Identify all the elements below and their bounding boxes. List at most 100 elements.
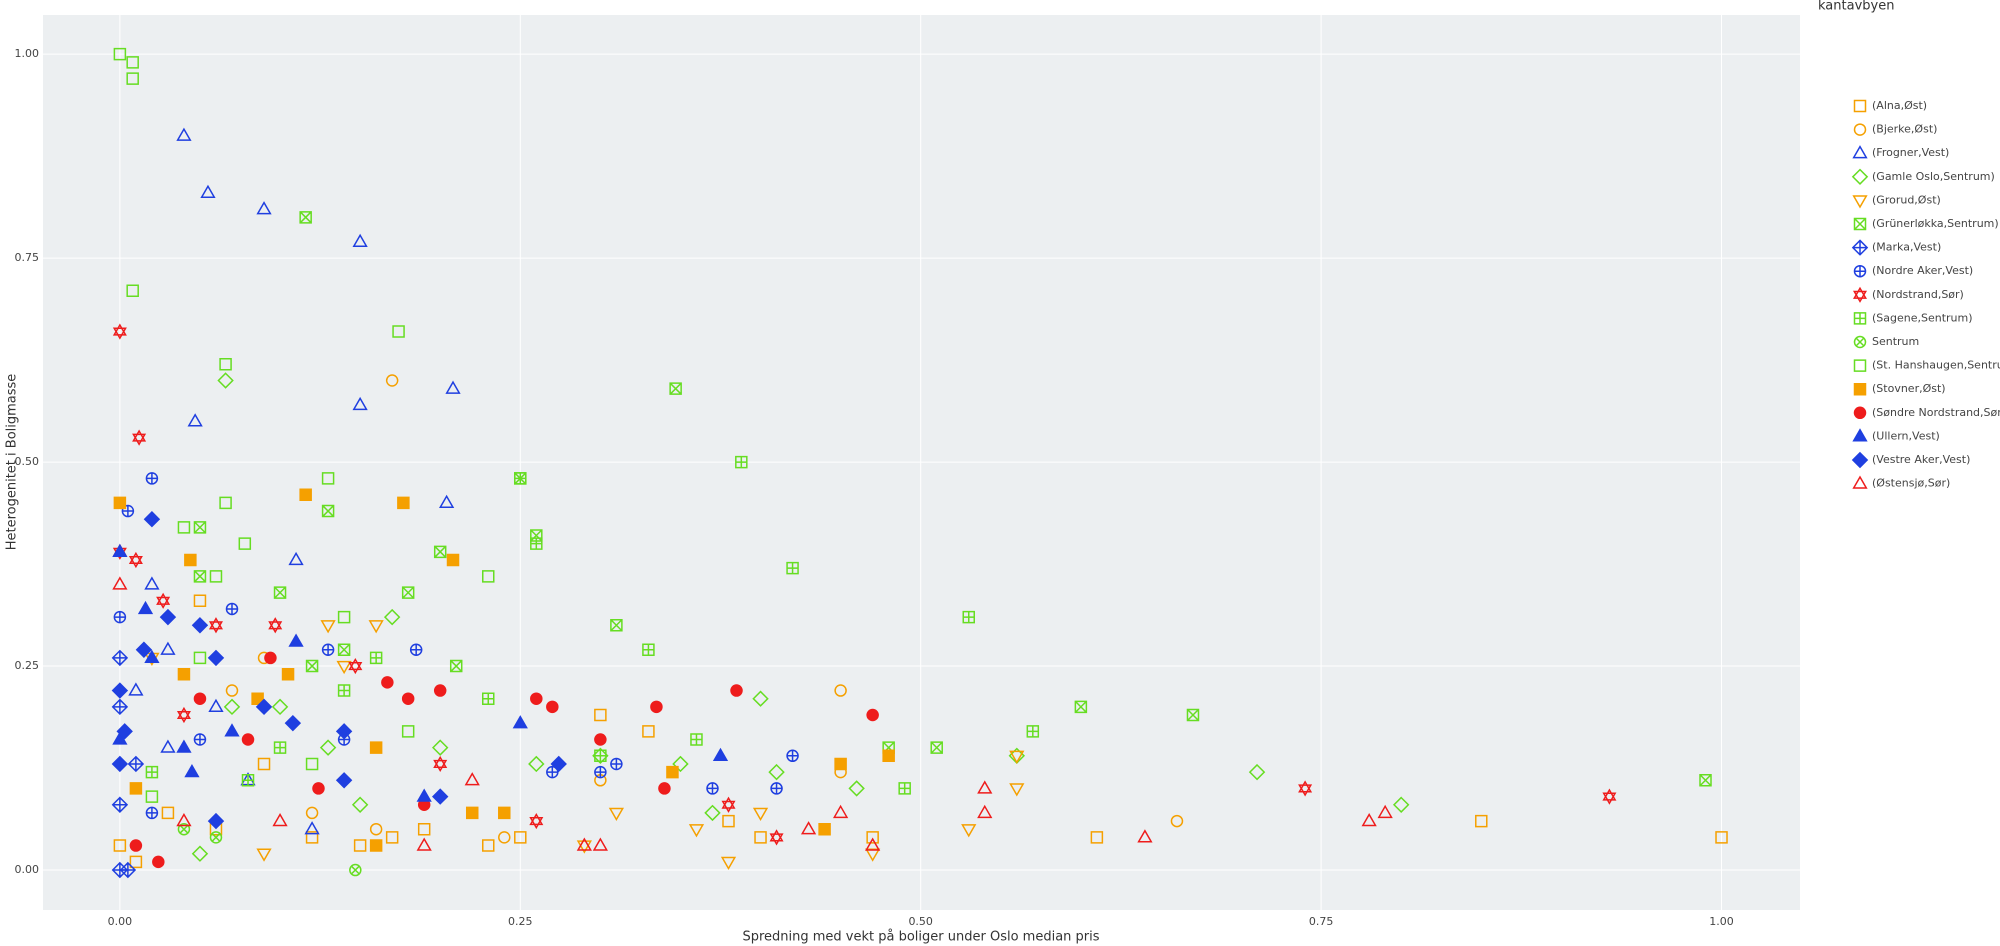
point <box>177 521 191 534</box>
point <box>550 755 567 773</box>
point <box>464 772 480 786</box>
legend-marker <box>1853 123 1867 136</box>
point <box>1377 804 1393 819</box>
point <box>176 739 192 753</box>
point <box>113 610 127 624</box>
point <box>272 812 288 827</box>
legend-marker <box>1853 335 1867 349</box>
legend-label: (Nordre Aker,Vest) <box>1872 264 1973 277</box>
point <box>193 651 207 665</box>
point <box>256 201 272 215</box>
point <box>1090 831 1104 844</box>
point <box>592 837 608 851</box>
point <box>112 323 127 340</box>
point <box>111 682 129 699</box>
point <box>594 708 607 722</box>
point <box>219 357 232 371</box>
point <box>528 755 545 773</box>
point <box>431 739 449 756</box>
point <box>161 806 175 820</box>
point <box>433 684 447 697</box>
point <box>193 594 207 608</box>
point <box>126 56 139 69</box>
legend-marker <box>1851 239 1869 256</box>
point <box>209 570 223 583</box>
point <box>177 667 191 681</box>
point <box>482 692 495 705</box>
point <box>113 839 127 852</box>
point <box>112 576 128 590</box>
point <box>446 553 460 567</box>
point <box>217 372 234 389</box>
point <box>385 374 399 387</box>
point <box>383 608 401 626</box>
point <box>113 47 127 61</box>
point <box>111 698 129 716</box>
point <box>241 733 255 746</box>
point <box>882 749 895 763</box>
point <box>132 429 147 446</box>
legend-marker <box>1852 475 1868 489</box>
legend-marker <box>1853 382 1867 396</box>
point <box>385 831 399 844</box>
legend-label: (Østensjø,Sør) <box>1872 477 1950 490</box>
point <box>145 806 159 820</box>
legend-marker <box>1853 265 1867 278</box>
point <box>299 211 312 224</box>
point <box>145 790 159 803</box>
point <box>1602 788 1617 805</box>
point <box>381 676 394 689</box>
legend-marker <box>1852 286 1868 303</box>
point <box>546 765 559 779</box>
point <box>770 782 783 795</box>
point <box>304 821 320 835</box>
point <box>160 641 176 655</box>
point <box>335 723 353 740</box>
point <box>219 496 232 510</box>
point <box>752 807 769 822</box>
point <box>321 643 335 656</box>
point <box>706 782 719 795</box>
point <box>255 698 273 716</box>
point <box>336 660 352 675</box>
point <box>349 863 362 877</box>
point <box>321 504 335 518</box>
y-tick-label: 1.00 <box>15 47 40 60</box>
point <box>352 233 368 247</box>
point <box>319 739 337 756</box>
point <box>225 602 239 616</box>
point <box>193 570 207 583</box>
legend-label: (Stovner,Øst) <box>1872 382 1946 395</box>
point <box>337 684 351 697</box>
point <box>1298 780 1313 797</box>
point <box>145 765 159 779</box>
legend-marker <box>1853 312 1867 325</box>
point <box>143 510 161 528</box>
point <box>416 837 432 851</box>
point <box>144 649 160 664</box>
point <box>1392 796 1410 813</box>
point <box>176 706 191 724</box>
point <box>417 822 431 836</box>
point <box>209 831 223 844</box>
point <box>111 649 129 667</box>
marks <box>111 47 1728 879</box>
point <box>865 837 881 851</box>
point <box>312 782 325 795</box>
point <box>112 543 128 557</box>
point <box>818 822 831 836</box>
point <box>576 837 592 851</box>
legend-label: (Alna,Øst) <box>1872 99 1927 112</box>
point <box>642 643 655 656</box>
point <box>482 570 495 583</box>
point <box>401 586 415 599</box>
y-axis-title: Heterogenitet i Boligmasse <box>5 374 20 551</box>
legend-title: kantavbyen <box>1818 0 1894 14</box>
point <box>224 723 240 737</box>
point <box>433 755 448 773</box>
point <box>321 472 335 485</box>
point <box>608 807 625 822</box>
legend: (Alna,Øst) (Bjerke,Øst) (Frogner,Vest) (Gam… <box>1851 99 2000 490</box>
point <box>529 812 544 830</box>
point <box>594 765 607 779</box>
